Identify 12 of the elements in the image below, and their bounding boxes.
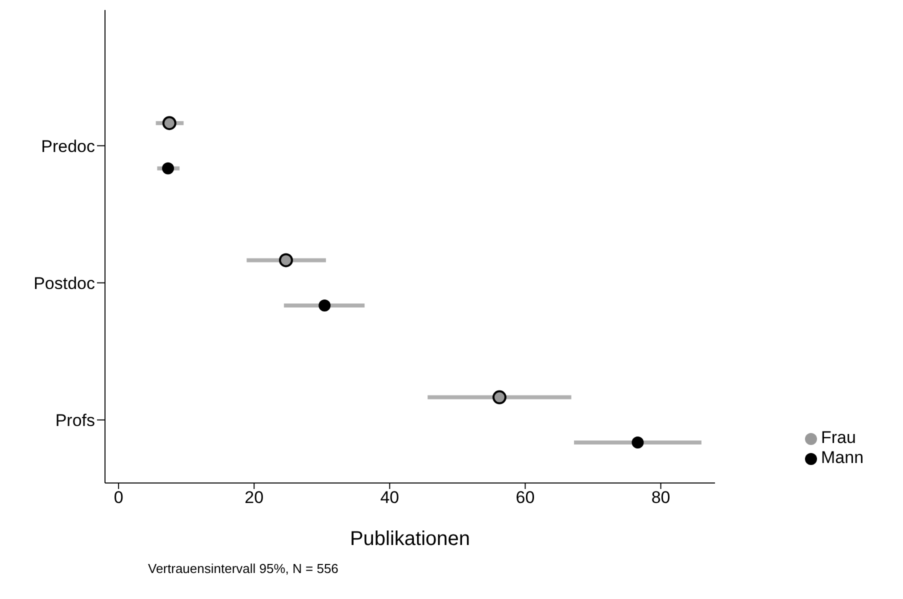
legend-label: Frau	[821, 428, 856, 447]
x-tick-label: 20	[244, 488, 264, 508]
y-tick-label: Profs	[55, 410, 95, 430]
x-tick-label: 60	[516, 488, 535, 508]
legend-label: Mann	[821, 448, 864, 467]
y-tick-label: Predoc	[41, 136, 96, 156]
x-tick-label: 40	[380, 488, 400, 508]
x-tick-label: 80	[651, 488, 670, 508]
y-tick-label: Postdoc	[34, 274, 96, 293]
x-axis-title: Publikationen	[350, 528, 470, 550]
x-tick-label: 0	[114, 488, 124, 508]
text: Vertrauensintervall 95%, N = 556	[148, 561, 340, 576]
